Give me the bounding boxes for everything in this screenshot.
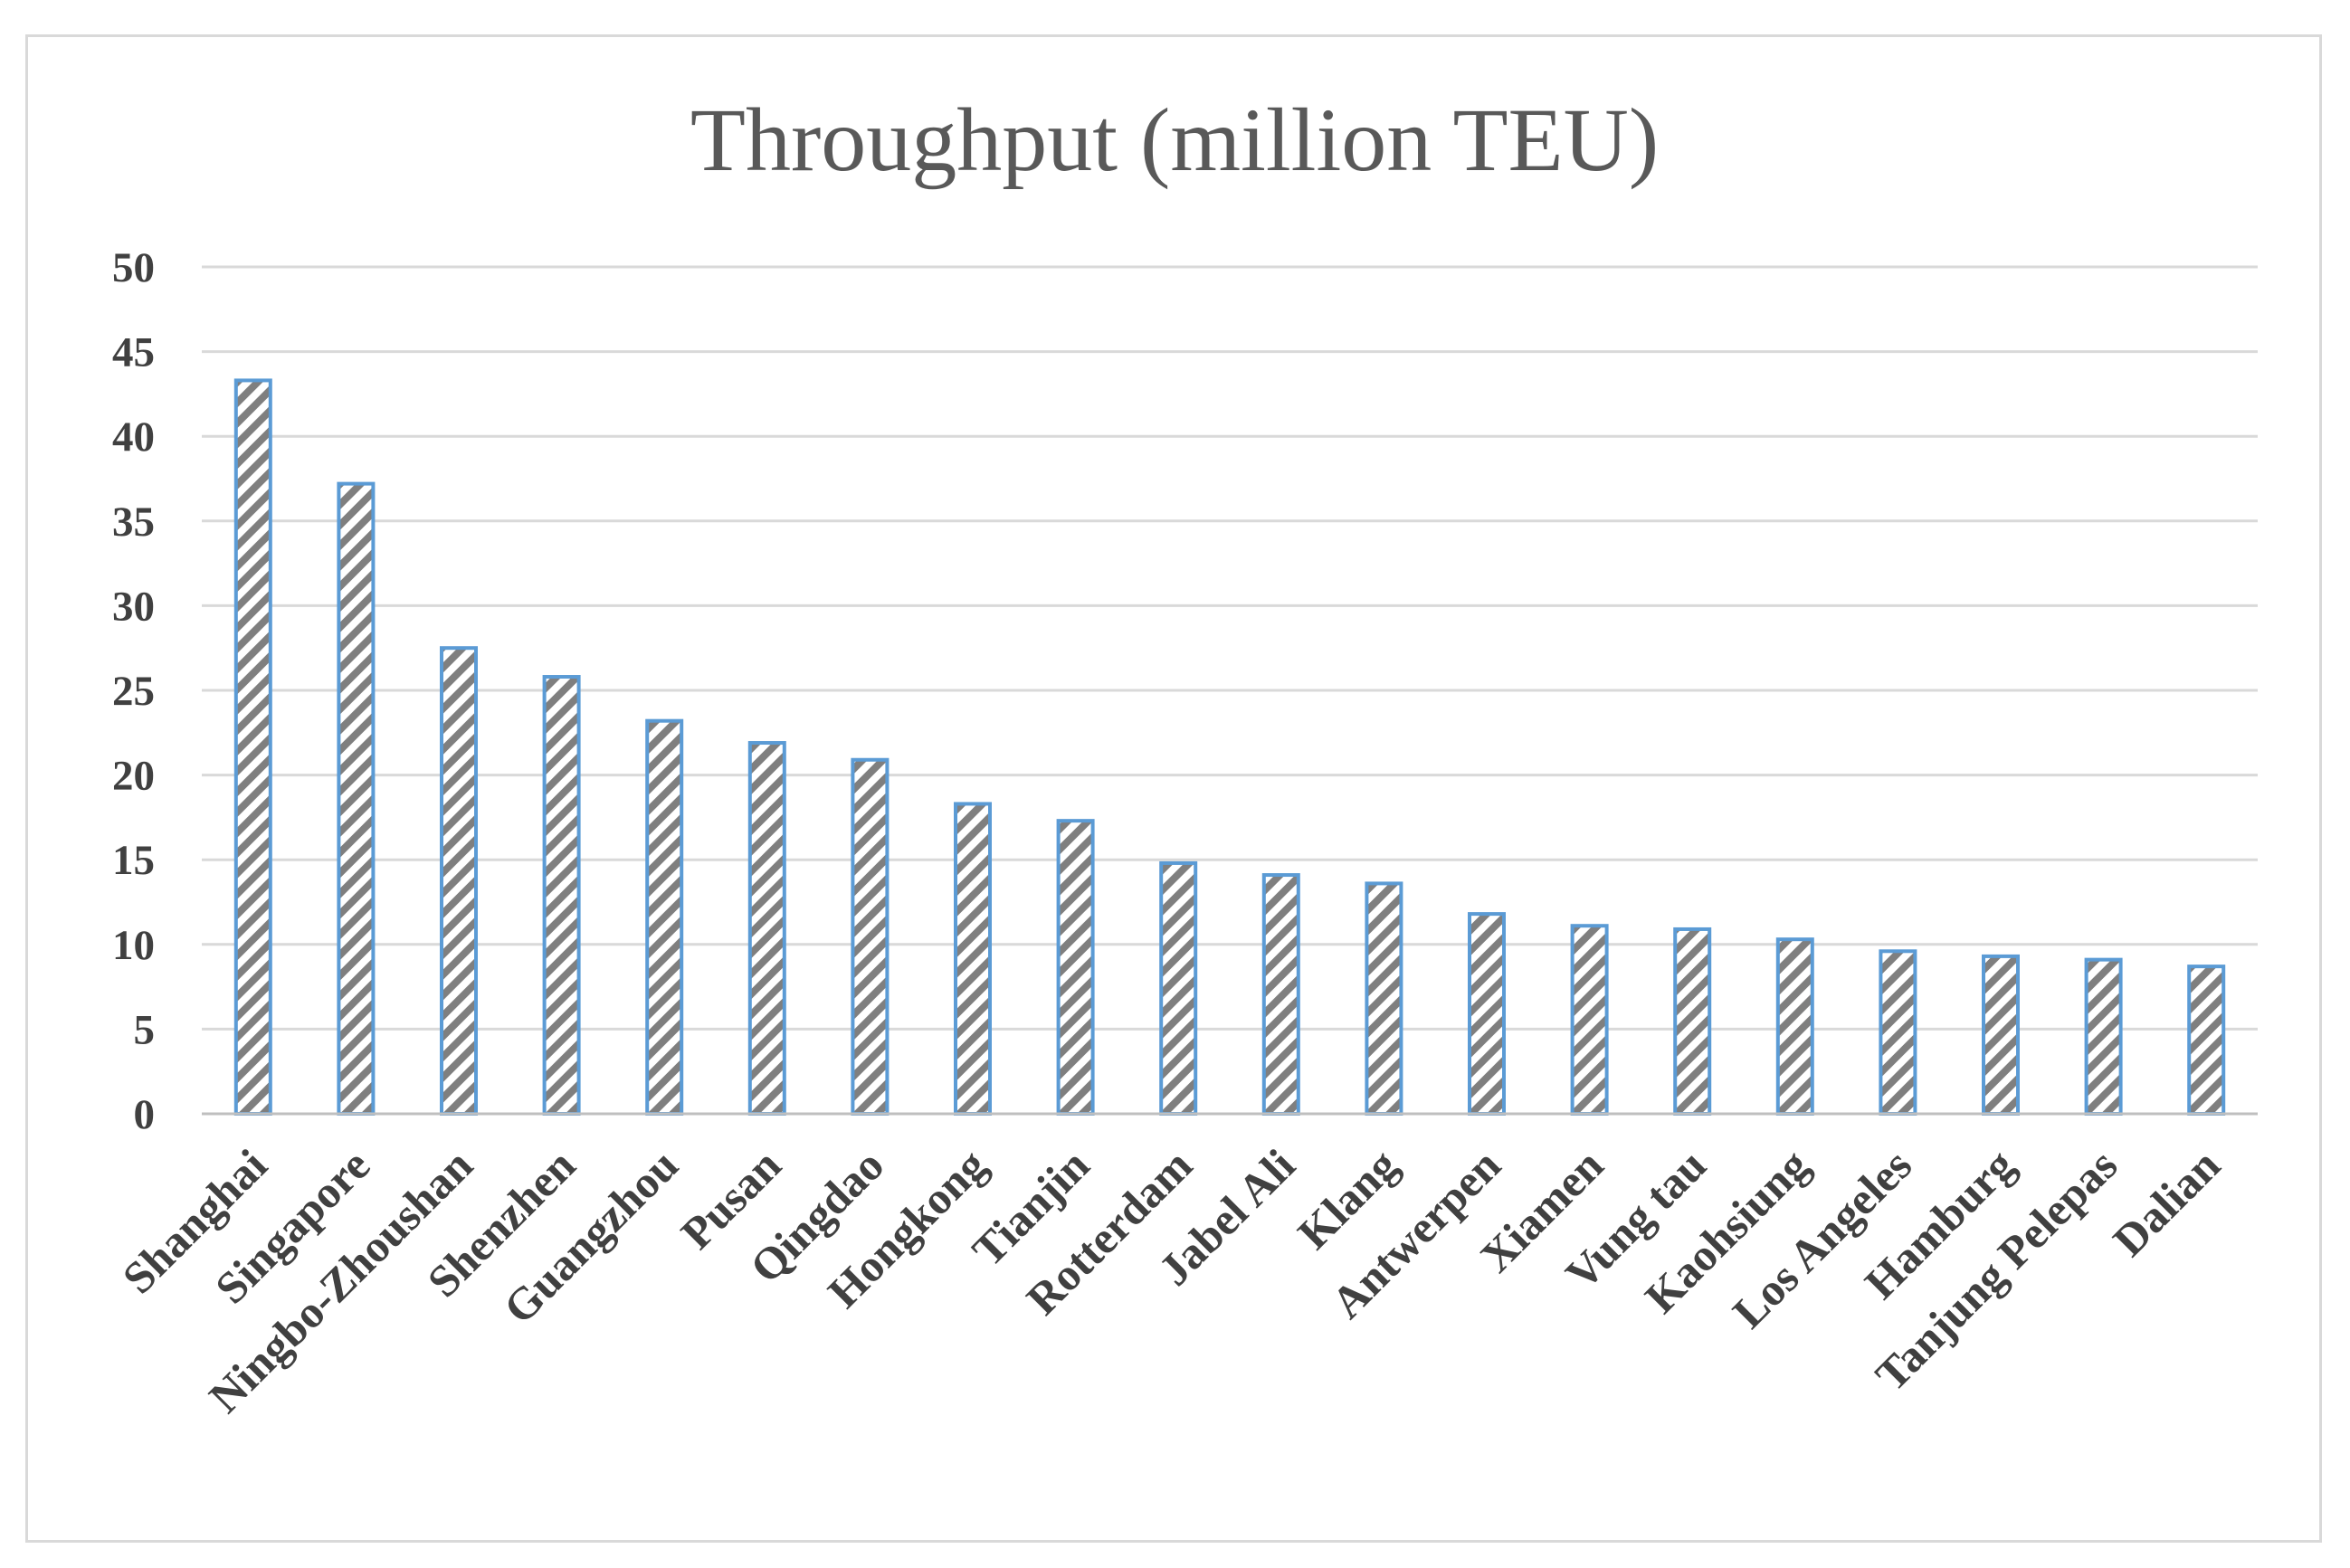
x-axis-ticks: ShanghaiSingaporeNingbo-ZhoushanShenzhen… <box>112 1139 2230 1422</box>
chart-title: Throughput (million TEU) <box>690 90 1659 190</box>
bar-qingdao <box>851 757 890 1116</box>
bar-kaohsiung <box>1775 937 1814 1116</box>
bar-tianjin <box>1056 819 1095 1116</box>
y-tick-label: 30 <box>112 583 155 630</box>
y-tick-label: 40 <box>112 413 155 461</box>
bar-dalian <box>2187 965 2226 1116</box>
bar-hamburg <box>1982 954 2020 1117</box>
bar-ningbo-zhoushan <box>440 646 478 1116</box>
bar-klang <box>1365 881 1403 1117</box>
bar-vung-tau <box>1673 927 1712 1117</box>
bar-jabel-ali <box>1261 873 1300 1116</box>
y-tick-label: 45 <box>112 329 155 376</box>
gridlines <box>202 265 2258 1031</box>
y-tick-label: 10 <box>112 922 155 969</box>
bar-singapore <box>337 481 376 1116</box>
bar-xiamen <box>1570 924 1609 1117</box>
bars <box>233 378 2226 1117</box>
bar-antwerpen <box>1468 912 1506 1116</box>
y-tick-label: 25 <box>112 668 155 715</box>
bar-shenzhen <box>542 675 581 1116</box>
y-tick-label: 15 <box>112 837 155 884</box>
y-tick-label: 5 <box>134 1006 156 1053</box>
x-tick-label: Dalian <box>2103 1139 2230 1266</box>
bar-los-angeles <box>1879 949 1917 1116</box>
bar-shanghai <box>233 378 272 1116</box>
y-tick-label: 0 <box>134 1091 156 1138</box>
bar-rotterdam <box>1159 860 1198 1116</box>
y-tick-label: 35 <box>112 499 155 546</box>
y-tick-label: 50 <box>112 244 155 291</box>
y-tick-label: 20 <box>112 753 155 800</box>
chart-frame <box>25 34 2322 1543</box>
y-axis-ticks: 0 5 10 15 20 25 30 35 40 45 50 <box>112 244 155 1138</box>
bar-pusan <box>747 741 786 1116</box>
bar-hongkong <box>954 802 992 1116</box>
bar-tanjung-pelepas <box>2084 957 2123 1116</box>
bar-guangzhou <box>645 718 684 1116</box>
